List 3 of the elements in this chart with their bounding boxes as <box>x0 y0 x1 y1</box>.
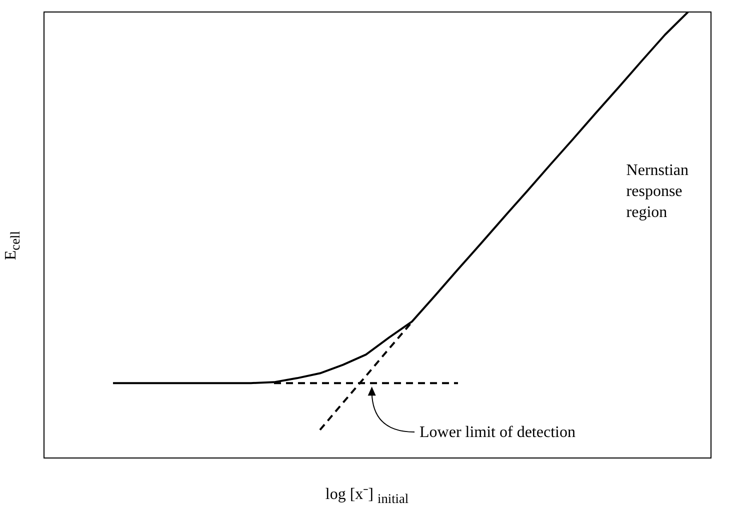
annotation: Lower limit of detection <box>420 424 576 442</box>
annotation: Nernstian response region <box>626 162 688 221</box>
x-axis-title: log [x⁻] $_{initial}$ <box>324 485 410 508</box>
